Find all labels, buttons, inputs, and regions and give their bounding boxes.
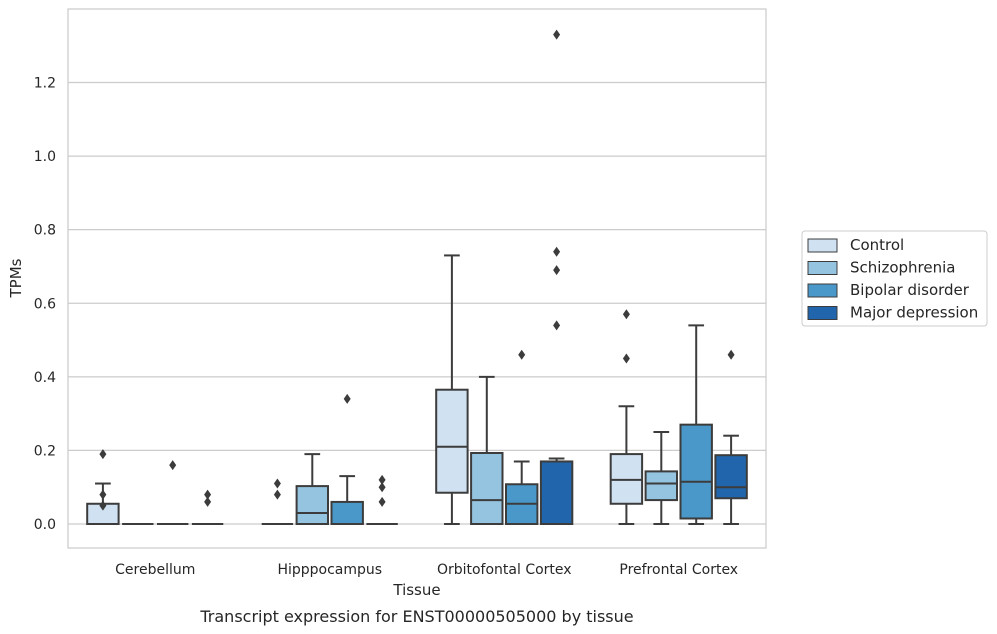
outlier-point <box>343 393 351 404</box>
outlier-point <box>273 489 281 500</box>
outlier-point <box>727 349 735 360</box>
box-schizophrenia <box>644 431 679 525</box>
box-major-depression <box>366 474 398 525</box>
box-bipolar-disorder <box>156 460 189 525</box>
outlier-point <box>553 246 561 257</box>
y-tick-label: 0.0 <box>34 517 56 533</box>
box-body <box>644 470 679 502</box>
legend-swatch <box>807 238 838 253</box>
box-body <box>435 388 469 494</box>
plot-area <box>67 8 767 549</box>
y-tick-label: 1.2 <box>34 76 56 92</box>
x-axis-title: Tissue <box>392 581 440 599</box>
outlier-point <box>204 496 212 507</box>
legend-label: Control <box>850 236 904 254</box>
outlier-point <box>622 309 630 320</box>
y-tick-label: 0.6 <box>34 296 56 312</box>
box-bipolar-disorder <box>330 393 364 525</box>
outlier-point <box>553 29 561 40</box>
outlier-point <box>518 349 526 360</box>
box-bipolar-disorder <box>504 349 539 526</box>
outlier-point <box>378 474 386 485</box>
x-tick-label: Orbitofontal Cortex <box>437 562 572 578</box>
outlier-point <box>553 265 561 276</box>
legend-label: Schizophrenia <box>850 259 955 277</box>
legend-swatch <box>807 261 838 275</box>
y-tick-label: 0.4 <box>34 370 56 386</box>
outlier-point <box>99 489 107 500</box>
box-control <box>86 449 120 526</box>
x-axis-ticks: Cerebellum Hipppocampus Orbitofontal Corte… <box>115 562 738 578</box>
box-schizophrenia <box>295 453 330 525</box>
y-tick-label: 0.2 <box>34 443 56 459</box>
box-bipolar-disorder <box>679 324 713 525</box>
legend-swatch <box>807 283 838 298</box>
box-control <box>435 254 469 525</box>
box-major-depression <box>539 29 574 525</box>
gridlines <box>68 81 766 525</box>
outlier-point <box>622 353 630 364</box>
legend-label: Major depression <box>850 304 978 322</box>
box-body <box>470 451 504 526</box>
y-axis-title: TPMs <box>7 258 25 298</box>
outlier-point <box>378 496 386 507</box>
box-control <box>609 309 644 525</box>
box-major-depression <box>191 489 224 525</box>
box-body <box>330 500 364 525</box>
box-groups <box>86 29 748 526</box>
box-schizophrenia <box>470 375 504 526</box>
outlier-point <box>204 489 212 500</box>
legend-label: Bipolar disorder <box>850 281 970 299</box>
outlier-point <box>99 449 107 460</box>
outlier-point <box>273 478 281 489</box>
x-tick-label: Cerebellum <box>115 562 195 578</box>
box-body <box>539 460 574 525</box>
box-control <box>261 478 294 525</box>
x-tick-label: Hipppocampus <box>277 562 382 578</box>
outlier-point <box>169 460 177 471</box>
chart-caption: Transcript expression for ENST0000050500… <box>199 607 633 626</box>
box-body <box>679 423 713 520</box>
outlier-point <box>553 320 561 331</box>
y-tick-label: 0.8 <box>34 223 56 239</box>
box-major-depression <box>714 349 748 525</box>
y-tick-label: 1.0 <box>34 149 56 165</box>
y-axis-ticks: 0.0 0.2 0.4 0.6 0.8 1.0 1.2 <box>34 76 56 534</box>
legend-frame <box>801 230 988 327</box>
outlier-point <box>378 482 386 493</box>
legend-swatch <box>807 306 838 320</box>
box-body <box>295 485 330 525</box>
outlier-point <box>99 500 107 511</box>
box-body <box>714 454 748 500</box>
x-tick-label: Prefrontal Cortex <box>619 562 738 578</box>
legend: Control Schizophrenia Bipolar disorder Majo… <box>801 230 988 327</box>
